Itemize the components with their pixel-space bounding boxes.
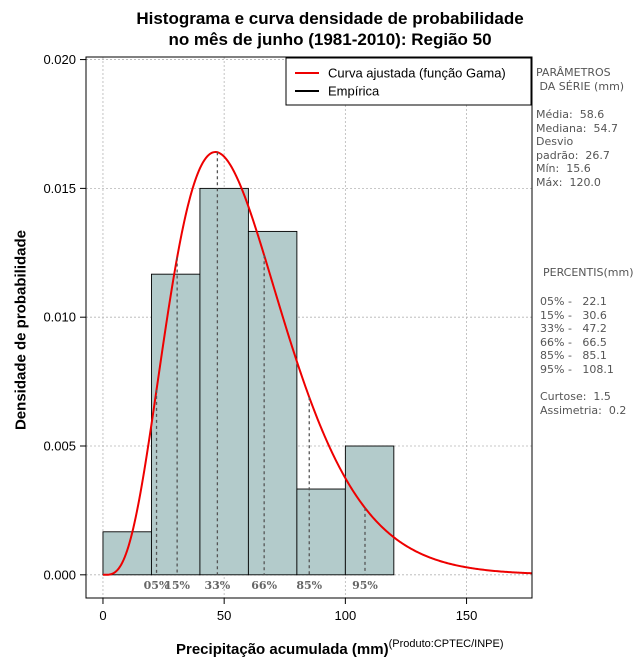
chart-title: Histograma e curva densidade de probabil… [136,9,524,28]
percentile-label: 05% [144,579,170,592]
percentis-panel-header: PERCENTIS(mm) [543,266,634,279]
plot-frame [85,56,533,599]
source-note: (Produto:CPTEC/INPE) [388,638,504,650]
legend-label: Curva ajustada (função Gama) [328,66,506,81]
y-tick-label: 0.020 [43,52,76,67]
legend-label: Empírica [328,84,380,99]
legend-box [285,57,532,106]
percentile-label: 33% [204,579,230,592]
percentile-label: 85% [296,579,322,592]
x-tick-label: 150 [456,608,478,623]
x-axis-label-wrap: Precipitação acumulada (mm)(Produto:CPTE… [176,638,504,658]
percentile-label: 66% [251,579,277,592]
stats-panel-body: Média: 58.6 Mediana: 54.7 Desvio padrão:… [536,108,618,189]
histogram-bar [296,488,346,576]
y-tick-label: 0.005 [43,439,76,454]
histogram-bar [199,187,249,576]
x-axis-label: Precipitação acumulada (mm) [176,641,389,658]
chart-subtitle: no mês de junho (1981-2010): Região 50 [168,30,492,49]
y-axis-label: Densidade de probabilidade [12,229,30,431]
percentile-label: 15% [164,579,190,592]
percentile-label: 95% [352,579,378,592]
x-tick-label: 100 [335,608,357,623]
y-tick-label: 0.010 [43,310,76,325]
x-tick-label: 0 [99,608,106,623]
histogram-bar [150,273,201,576]
x-tick-label: 50 [217,608,231,623]
histogram-bar [344,445,395,576]
y-tick-label: 0.015 [43,181,76,196]
gamma-curve [102,151,533,576]
percentis-panel-body: 05% - 22.1 15% - 30.6 33% - 47.2 66% - 6… [540,295,627,417]
stats-panel-header: PARÂMETROS DA SÉRIE (mm) [536,66,625,93]
histogram-bar [247,230,298,576]
y-tick-label: 0.000 [43,567,76,582]
